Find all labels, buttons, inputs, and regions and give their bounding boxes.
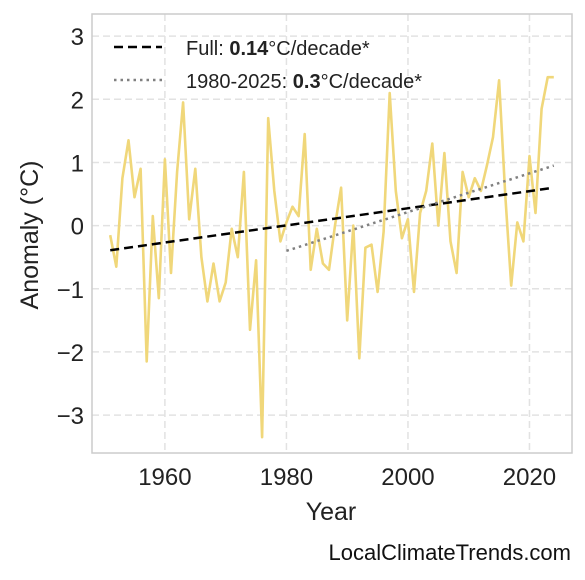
y-tick-label: 0 xyxy=(71,214,84,241)
x-axis-ticks: 1960 1980 2000 2020 xyxy=(138,464,556,491)
x-axis-label: Year xyxy=(306,498,357,526)
legend-1980-2025-prefix: 1980-2025: xyxy=(186,71,293,93)
x-tick-label: 1980 xyxy=(260,464,313,491)
y-axis-label: Anomaly (°C) xyxy=(16,161,44,310)
y-tick-label: −2 xyxy=(57,340,84,367)
legend-full-prefix: Full: xyxy=(186,38,229,60)
x-tick-label: 2000 xyxy=(381,464,434,491)
legend-1980-2025-suffix: °C/decade* xyxy=(321,71,423,93)
legend-full-suffix: °C/decade* xyxy=(268,38,370,60)
trend-line-1980-2025 xyxy=(286,164,555,253)
data-series xyxy=(108,75,554,439)
y-tick-label: 2 xyxy=(71,87,84,114)
y-tick-label: −3 xyxy=(57,403,84,430)
legend-label-1980-2025: 1980-2025: 0.3°C/decade* xyxy=(186,71,422,93)
legend-1980-2025-value: 0.3 xyxy=(293,71,321,93)
x-tick-label: 1960 xyxy=(138,464,191,491)
legend: Full: 0.14°C/decade* 1980-2025: 0.3°C/de… xyxy=(114,38,422,93)
y-tick-label: −1 xyxy=(57,277,84,304)
y-tick-label: 3 xyxy=(71,24,84,51)
legend-label-full: Full: 0.14°C/decade* xyxy=(186,38,370,60)
plot-area-frame xyxy=(91,13,573,454)
y-axis-ticks: −3 −2 −1 0 1 2 3 xyxy=(57,24,84,430)
legend-full-value: 0.14 xyxy=(229,38,269,60)
anomaly-series-line xyxy=(108,75,554,439)
x-tick-label: 2020 xyxy=(503,464,556,491)
gridlines xyxy=(92,14,572,453)
y-tick-label: 1 xyxy=(71,150,84,177)
trend-line-full xyxy=(110,186,554,252)
trend-lines xyxy=(110,164,555,253)
site-credit: LocalClimateTrends.com xyxy=(328,540,572,565)
